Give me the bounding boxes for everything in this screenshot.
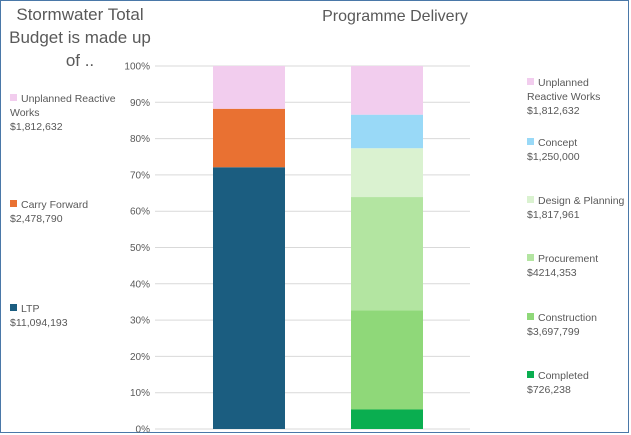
y-tick-label: 100%	[124, 62, 150, 73]
y-tick-label: 0%	[136, 425, 151, 435]
bar-segment-construction	[351, 310, 423, 410]
bar-segment-procurement	[351, 197, 423, 311]
legend-label: LTP	[21, 303, 40, 315]
bar-segment-unplanned-reactive-works	[213, 66, 285, 109]
legend-right-procurement: Procurement $4214,353	[527, 252, 627, 280]
legend-label: Concept	[538, 137, 578, 149]
y-tick-label: 80%	[130, 134, 150, 145]
legend-label: Procurement	[538, 253, 599, 265]
bar-segment-completed	[351, 409, 423, 429]
legend-value: $1,817,961	[527, 209, 580, 221]
legend-left-unplanned: Unplanned Reactive Works $1,812,632	[10, 92, 120, 134]
legend-value: $1,812,632	[10, 121, 63, 133]
legend-value: $2,478,790	[10, 213, 63, 225]
bar-segment-carry-forward	[213, 108, 285, 168]
legend-label: Construction	[538, 312, 597, 324]
y-tick-label: 50%	[130, 243, 150, 254]
legend-swatch	[527, 254, 534, 261]
legend-value: $1,812,632	[527, 105, 580, 117]
legend-swatch	[10, 200, 17, 207]
y-tick-label: 70%	[130, 170, 150, 181]
legend-label: Carry Forward	[21, 199, 89, 211]
legend-value: $4214,353	[527, 267, 577, 279]
bar-segment-ltp	[213, 167, 285, 430]
legend-right-unplanned: Unplanned Reactive Works $1,812,632	[527, 76, 627, 118]
legend-swatch	[527, 196, 534, 203]
legend-swatch	[10, 94, 17, 101]
legend-swatch	[527, 78, 534, 85]
y-tick-label: 10%	[130, 388, 150, 399]
legend-value: $11,094,193	[10, 317, 68, 329]
y-tick-label: 20%	[130, 352, 150, 363]
y-tick-label: 60%	[130, 207, 150, 218]
y-tick-label: 90%	[130, 98, 150, 109]
legend-swatch	[527, 313, 534, 320]
legend-swatch	[527, 138, 534, 145]
y-tick-label: 30%	[130, 316, 150, 327]
left-chart-title: Stormwater Total Budget is made up of ..	[9, 5, 151, 70]
bar-segment-unplanned-reactive-works	[351, 66, 423, 115]
legend-value: $726,238	[527, 384, 571, 396]
bar-segment-concept	[351, 114, 423, 149]
legend-right-concept: Concept $1,250,000	[527, 136, 627, 164]
y-tick-label: 40%	[130, 279, 150, 290]
legend-right-design-planning: Design & Planning $1,817,961	[527, 194, 627, 222]
legend-value: $3,697,799	[527, 326, 580, 338]
legend-label: Design & Planning	[538, 195, 625, 207]
legend-label: Unplanned Reactive Works	[10, 93, 116, 119]
legend-left-ltp: LTP $11,094,193	[10, 302, 120, 330]
right-chart-title: Programme Delivery	[322, 8, 468, 25]
legend-swatch	[527, 371, 534, 378]
legend-label: Unplanned Reactive Works	[527, 77, 601, 103]
legend-right-completed: Completed $726,238	[527, 369, 627, 397]
legend-left-carry-forward: Carry Forward $2,478,790	[10, 198, 120, 226]
legend-right-construction: Construction $3,697,799	[527, 311, 627, 339]
legend-value: $1,250,000	[527, 151, 580, 163]
legend-label: Completed	[538, 370, 589, 382]
legend-swatch	[10, 304, 17, 311]
bar-segment-design-planning	[351, 148, 423, 198]
